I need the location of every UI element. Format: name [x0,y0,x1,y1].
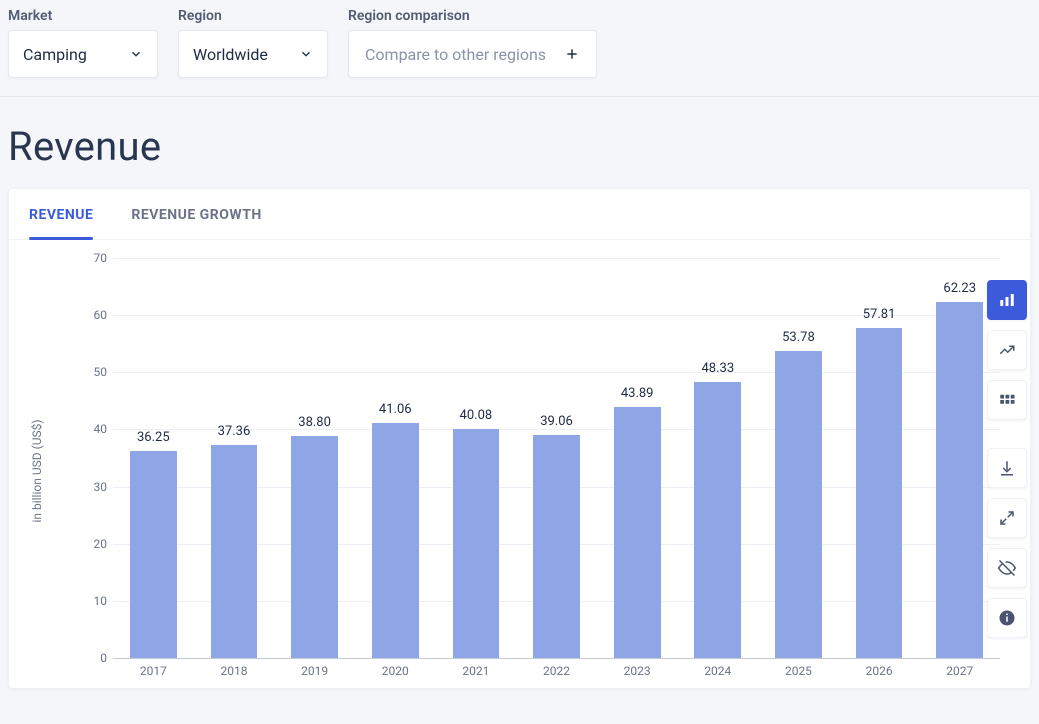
x-tick-label: 2021 [436,658,517,678]
bar-value-label: 43.89 [621,386,654,401]
bar[interactable] [533,435,580,658]
page-title: Revenue [0,97,1039,188]
bar-value-label: 57.81 [863,307,896,322]
bar-value-label: 41.06 [379,402,412,417]
bar[interactable] [614,407,661,658]
bar-value-label: 40.08 [460,408,493,423]
bar[interactable] [775,351,822,658]
region-dropdown[interactable]: Worldwide [178,30,328,78]
bar-slot: 48.33 [677,258,758,658]
compare-regions-text: Compare to other regions [365,45,546,64]
bar-slot: 39.06 [516,258,597,658]
x-axis-ticks: 2017201820192020202120222023202420252026… [113,658,1010,678]
x-tick-label: 2027 [919,658,1000,678]
plus-icon [564,46,580,62]
bar[interactable] [453,429,500,658]
hide-button[interactable] [987,548,1027,588]
y-axis-label: in billion USD (US$) [30,419,44,522]
bar-slot: 41.06 [355,258,436,658]
region-value: Worldwide [193,45,268,64]
bar-slot: 40.08 [436,258,517,658]
compare-regions-button[interactable]: Compare to other regions [348,30,597,78]
x-tick-label: 2024 [677,658,758,678]
fullscreen-button[interactable] [987,498,1027,538]
y-tick-label: 20 [79,537,107,551]
bar-slot: 43.89 [597,258,678,658]
bar-value-label: 38.80 [298,415,331,430]
bar-slot: 36.25 [113,258,194,658]
bar-slot: 53.78 [758,258,839,658]
x-tick-label: 2026 [839,658,920,678]
bar[interactable] [130,451,177,658]
bar-value-label: 39.06 [540,414,573,429]
bar[interactable] [694,382,741,658]
x-tick-label: 2025 [758,658,839,678]
bar[interactable] [936,302,983,658]
bar[interactable] [211,445,258,658]
x-tick-label: 2017 [113,658,194,678]
market-value: Camping [23,45,87,64]
market-label: Market [8,8,158,24]
chevron-down-icon [129,47,143,61]
bar-chart-icon [998,291,1016,309]
y-tick-label: 40 [79,422,107,436]
bar-value-label: 53.78 [782,330,815,345]
bar-value-label: 36.25 [137,430,170,445]
bar-value-label: 48.33 [701,361,734,376]
tab-revenue[interactable]: REVENUE [29,189,93,239]
market-filter-group: Market Camping [8,8,158,78]
info-icon [998,609,1016,627]
table-button[interactable] [987,380,1027,420]
y-tick-label: 70 [79,251,107,265]
bar[interactable] [856,328,903,658]
y-tick-label: 10 [79,594,107,608]
line-chart-button[interactable] [987,330,1027,370]
eye-off-icon [998,559,1016,577]
x-tick-label: 2019 [274,658,355,678]
bars-container: 36.25 37.36 38.80 41.06 40.08 39.06 43.89 48.33… [113,258,1000,658]
revenue-card: REVENUE REVENUE GROWTH in billion USD (U… [8,188,1031,689]
download-button[interactable] [987,448,1027,488]
y-tick-label: 0 [79,651,107,665]
y-tick-label: 50 [79,365,107,379]
x-tick-label: 2022 [516,658,597,678]
bar[interactable] [291,436,338,658]
y-tick-label: 30 [79,480,107,494]
download-icon [998,459,1016,477]
filter-bar: Market Camping Region Worldwide Region c… [0,0,1039,97]
x-tick-label: 2020 [355,658,436,678]
chevron-down-icon [299,47,313,61]
tab-revenue-growth[interactable]: REVENUE GROWTH [131,189,261,239]
bar-value-label: 62.23 [943,281,976,296]
chart-plot: 01020304050607036.2537.3638.8041.0640.08… [113,258,1010,658]
region-filter-group: Region Worldwide [178,8,328,78]
market-dropdown[interactable]: Camping [8,30,158,78]
table-icon [998,391,1016,409]
bar[interactable] [372,423,419,658]
bar-value-label: 37.36 [218,424,251,439]
bar-slot: 57.81 [839,258,920,658]
bar-slot: 37.36 [194,258,275,658]
y-tick-label: 60 [79,308,107,322]
bar-slot: 38.80 [274,258,355,658]
chart-toolbar [987,280,1027,638]
region-comparison-group: Region comparison Compare to other regio… [348,8,597,78]
x-tick-label: 2023 [597,658,678,678]
fullscreen-icon [998,509,1016,527]
line-chart-icon [998,341,1016,359]
info-button[interactable] [987,598,1027,638]
x-tick-label: 2018 [194,658,275,678]
region-label: Region [178,8,328,24]
tab-bar: REVENUE REVENUE GROWTH [9,189,1030,240]
bar-chart-button[interactable] [987,280,1027,320]
grid-line [113,658,1000,659]
region-comparison-label: Region comparison [348,8,597,24]
chart-frame: in billion USD (US$) 0 10 20 30 40 50 60 70 36.2… [9,240,1030,688]
